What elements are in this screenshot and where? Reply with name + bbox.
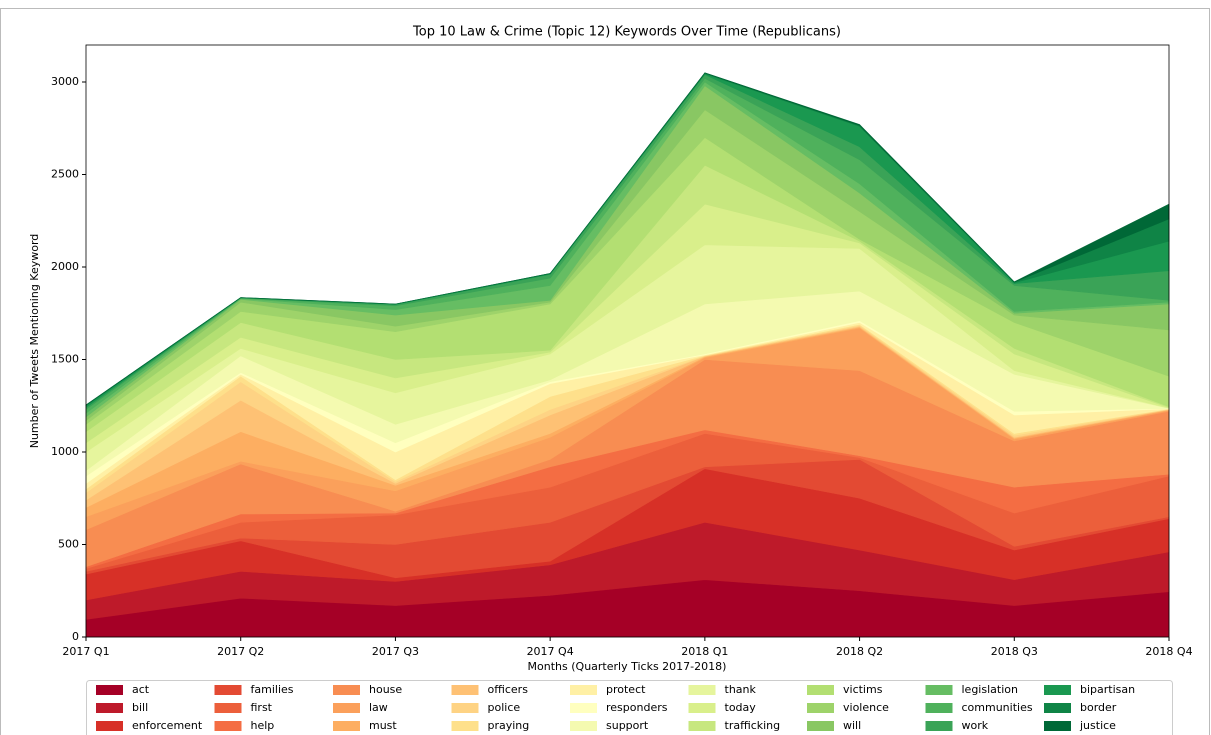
legend-swatch <box>333 703 360 713</box>
legend-label: enforcement <box>132 719 203 732</box>
legend-swatch <box>570 685 597 695</box>
y-tick-label: 500 <box>58 538 79 551</box>
legend-swatch <box>688 721 716 731</box>
legend-swatch <box>333 721 360 731</box>
legend-label: will <box>843 719 861 732</box>
y-tick-label: 0 <box>72 630 79 643</box>
x-tick-label: 2017 Q2 <box>217 645 264 658</box>
y-tick-label: 2500 <box>51 168 79 181</box>
legend-swatch <box>451 721 479 731</box>
legend-label: legislation <box>962 683 1018 696</box>
legend-swatch <box>688 703 716 713</box>
legend-swatch <box>807 685 834 695</box>
legend-label: protect <box>606 683 646 696</box>
x-tick-label: 2017 Q1 <box>62 645 109 658</box>
legend-label: today <box>725 701 757 714</box>
legend-swatch <box>1044 721 1071 731</box>
legend-label: thank <box>725 683 757 696</box>
legend-label: responders <box>606 701 668 714</box>
legend-swatch <box>214 703 242 713</box>
legend-label: officers <box>488 683 529 696</box>
legend-label: families <box>251 683 294 696</box>
legend-label: must <box>369 719 397 732</box>
legend-label: support <box>606 719 649 732</box>
legend-label: bill <box>132 701 148 714</box>
legend-swatch <box>925 721 953 731</box>
legend-label: violence <box>843 701 889 714</box>
legend-swatch <box>925 703 953 713</box>
legend-swatch <box>807 721 834 731</box>
legend-swatch <box>333 685 360 695</box>
legend-label: victims <box>843 683 883 696</box>
legend-swatch <box>96 703 123 713</box>
legend-swatch <box>96 685 123 695</box>
legend-swatch <box>1044 685 1071 695</box>
legend-label: law <box>369 701 388 714</box>
legend-label: praying <box>488 719 530 732</box>
x-tick-label: 2018 Q3 <box>991 645 1038 658</box>
x-tick-label: 2017 Q3 <box>372 645 419 658</box>
legend-swatch <box>451 703 479 713</box>
legend-swatch <box>925 685 953 695</box>
legend-label: border <box>1080 701 1117 714</box>
legend-label: work <box>962 719 989 732</box>
legend-swatch <box>451 685 479 695</box>
legend-swatch <box>214 721 242 731</box>
legend-label: trafficking <box>725 719 781 732</box>
x-tick-label: 2017 Q4 <box>527 645 574 658</box>
legend-label: communities <box>962 701 1033 714</box>
legend: act bill enforcement families first help house… <box>86 680 1173 735</box>
legend-swatch <box>96 721 123 731</box>
legend-label: justice <box>1079 719 1116 732</box>
legend-label: act <box>132 683 150 696</box>
x-tick-label: 2018 Q1 <box>681 645 728 658</box>
axes-frame <box>85 44 1170 638</box>
legend-label: house <box>369 683 402 696</box>
y-tick-label: 3000 <box>51 75 79 88</box>
frame <box>0 8 1210 735</box>
x-tick-label: 2018 Q4 <box>1145 645 1192 658</box>
legend-swatch <box>688 685 716 695</box>
y-axis-label: Number of Tweets Mentioning Keyword <box>28 234 41 449</box>
y-tick-label: 2000 <box>51 260 79 273</box>
legend-swatch <box>570 721 597 731</box>
legend-swatch <box>807 703 834 713</box>
legend-swatch <box>570 703 597 713</box>
legend-label: help <box>251 719 275 732</box>
x-tick-label: 2018 Q2 <box>836 645 883 658</box>
chart-title: Top 10 Law & Crime (Topic 12) Keywords O… <box>412 25 841 40</box>
legend-label: first <box>251 701 273 714</box>
legend-swatch <box>1044 703 1071 713</box>
y-tick-label: 1500 <box>51 353 79 366</box>
legend-label: bipartisan <box>1080 683 1135 696</box>
x-axis-label: Months (Quarterly Ticks 2017-2018) <box>528 660 727 673</box>
legend-label: police <box>488 701 521 714</box>
y-tick-label: 1000 <box>51 445 79 458</box>
legend-swatch <box>214 685 242 695</box>
